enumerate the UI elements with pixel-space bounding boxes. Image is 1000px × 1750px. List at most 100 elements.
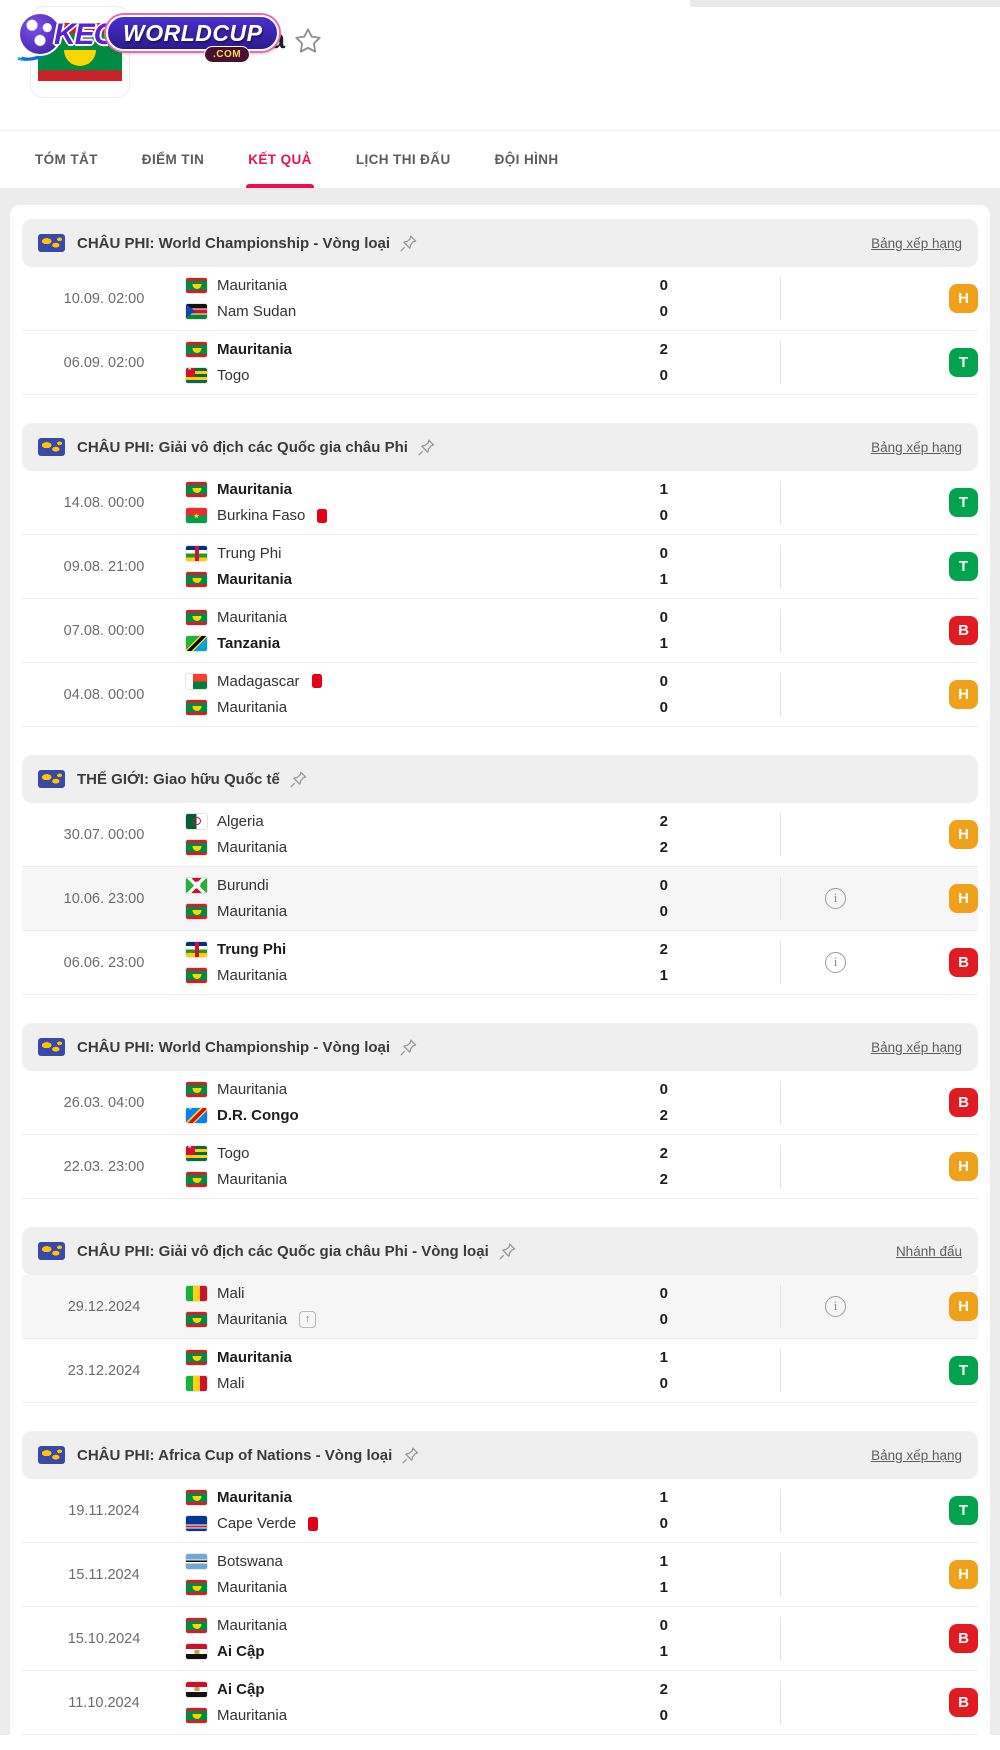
tab-điểm-tin[interactable]: ĐIỂM TIN xyxy=(141,152,205,167)
result-badge[interactable]: H xyxy=(949,680,978,709)
league-title[interactable]: CHÂU PHI: Giải vô địch các Quốc gia châu… xyxy=(77,1242,489,1260)
match-row[interactable]: 23.12.2024 Mauritania Mali 1 0 T xyxy=(22,1339,978,1403)
away-team-name: Mauritania xyxy=(217,1579,288,1597)
result-badge[interactable]: T xyxy=(949,348,978,377)
match-row[interactable]: 11.10.2024 Ai Cập Mauritania 2 0 B xyxy=(22,1671,978,1735)
match-row[interactable]: 30.07. 00:00 Algeria Mauritania 2 2 H xyxy=(22,803,978,867)
match-date: 04.08. 00:00 xyxy=(63,686,145,703)
away-team-name: Mali xyxy=(217,1375,245,1393)
home-score: 0 xyxy=(659,276,668,294)
standings-link[interactable]: Bảng xếp hạng xyxy=(871,235,962,251)
standings-link[interactable]: Bảng xếp hạng xyxy=(871,1447,962,1463)
tab-lịch-thi-đấu[interactable]: LỊCH THI ĐẤU xyxy=(355,152,451,167)
home-team: Togo xyxy=(186,1145,586,1162)
home-team-flag-icon xyxy=(186,1081,207,1097)
match-row[interactable]: 07.08. 00:00 Mauritania Tanzania 0 1 B xyxy=(22,599,978,663)
result-badge[interactable]: T xyxy=(949,488,978,517)
pushpin-icon[interactable] xyxy=(498,1242,517,1261)
info-circle-icon[interactable] xyxy=(825,1296,846,1317)
result-badge[interactable]: T xyxy=(949,1496,978,1525)
away-score: 1 xyxy=(659,1643,668,1661)
result-badge[interactable]: H xyxy=(949,1292,978,1321)
match-scores: 0 0 xyxy=(586,663,668,726)
result-badge[interactable]: H xyxy=(949,820,978,849)
standings-link[interactable]: Bảng xếp hạng xyxy=(871,439,962,455)
away-team: Mauritania xyxy=(186,571,586,588)
result-badge[interactable]: B xyxy=(949,1624,978,1653)
match-scores: 2 2 xyxy=(586,803,668,866)
league-header[interactable]: CHÂU PHI: World Championship - Vòng loại… xyxy=(22,1023,978,1071)
standings-link[interactable]: Bảng xếp hạng xyxy=(871,1039,962,1055)
result-badge[interactable]: H xyxy=(949,284,978,313)
match-teams: Mauritania Burkina Faso xyxy=(186,471,586,534)
home-team: Mauritania xyxy=(186,1489,586,1506)
away-score: 0 xyxy=(659,303,668,321)
tab-tóm-tắt[interactable]: TÓM TẮT xyxy=(35,152,98,167)
result-badge[interactable]: H xyxy=(949,1152,978,1181)
pushpin-icon[interactable] xyxy=(289,770,308,789)
result-badge[interactable]: H xyxy=(949,1560,978,1589)
match-row[interactable]: 29.12.2024 Mali Mauritania 0 0 H xyxy=(22,1275,978,1339)
pushpin-icon[interactable] xyxy=(399,1038,418,1057)
match-row[interactable]: 15.11.2024 Botswana Mauritania 1 1 H xyxy=(22,1543,978,1607)
home-team: Mauritania xyxy=(186,1617,586,1634)
match-row[interactable]: 09.08. 21:00 Trung Phi Mauritania 0 1 T xyxy=(22,535,978,599)
team-header: Mauritania KEO WORLDCUP .COM xyxy=(0,0,1000,130)
league-title[interactable]: CHÂU PHI: World Championship - Vòng loại xyxy=(77,234,391,252)
result-badge[interactable]: T xyxy=(949,1356,978,1385)
standings-link[interactable]: Nhánh đấu xyxy=(895,1243,962,1259)
match-row[interactable]: 06.09. 02:00 Mauritania Togo 2 0 T xyxy=(22,331,978,395)
result-badge[interactable]: H xyxy=(949,884,978,913)
tab-kết-quả[interactable]: KẾT QUẢ xyxy=(246,131,314,188)
away-team: Burkina Faso xyxy=(186,507,586,524)
sections: CHÂU PHI: World Championship - Vòng loại… xyxy=(22,219,978,1735)
match-scores: 2 1 xyxy=(586,931,668,994)
pushpin-icon[interactable] xyxy=(401,1446,420,1465)
league-header[interactable]: CHÂU PHI: Giải vô địch các Quốc gia châu… xyxy=(22,423,978,471)
match-row[interactable]: 14.08. 00:00 Mauritania Burkina Faso 1 0… xyxy=(22,471,978,535)
match-list: 14.08. 00:00 Mauritania Burkina Faso 1 0… xyxy=(22,471,978,727)
match-row[interactable]: 26.03. 04:00 Mauritania D.R. Congo 0 2 B xyxy=(22,1071,978,1135)
league-title[interactable]: CHÂU PHI: Africa Cup of Nations - Vòng l… xyxy=(77,1446,393,1464)
match-row[interactable]: 10.06. 23:00 Burundi Mauritania 0 0 H xyxy=(22,867,978,931)
league-section: CHÂU PHI: Giải vô địch các Quốc gia châu… xyxy=(22,1227,978,1403)
pushpin-icon[interactable] xyxy=(417,438,436,457)
match-row[interactable]: 22.03. 23:00 Togo Mauritania 2 2 H xyxy=(22,1135,978,1199)
away-score: 2 xyxy=(659,839,668,857)
result-badge[interactable]: B xyxy=(949,616,978,645)
league-section: CHÂU PHI: Giải vô địch các Quốc gia châu… xyxy=(22,423,978,727)
match-row[interactable]: 06.06. 23:00 Trung Phi Mauritania 2 1 B xyxy=(22,931,978,995)
league-header[interactable]: CHÂU PHI: World Championship - Vòng loại… xyxy=(22,219,978,267)
favorite-star-icon[interactable] xyxy=(293,26,323,56)
match-teams: Mauritania Cape Verde xyxy=(186,1479,586,1542)
away-team-name: Nam Sudan xyxy=(217,303,297,321)
region-world-map-icon xyxy=(38,1038,65,1056)
home-team: Mauritania xyxy=(186,1349,586,1366)
league-title[interactable]: CHÂU PHI: World Championship - Vòng loại xyxy=(77,1038,391,1056)
league-header[interactable]: THẾ GIỚI: Giao hữu Quốc tế xyxy=(22,755,978,803)
league-header[interactable]: CHÂU PHI: Africa Cup of Nations - Vòng l… xyxy=(22,1431,978,1479)
league-title[interactable]: CHÂU PHI: Giải vô địch các Quốc gia châu… xyxy=(77,438,408,456)
info-circle-icon[interactable] xyxy=(825,888,846,909)
match-scores: 1 0 xyxy=(586,471,668,534)
match-date: 30.07. 00:00 xyxy=(63,826,145,843)
match-date: 06.06. 23:00 xyxy=(63,954,145,971)
match-row[interactable]: 19.11.2024 Mauritania Cape Verde 1 0 T xyxy=(22,1479,978,1543)
home-team-name: Algeria xyxy=(217,812,264,830)
match-teams: Trung Phi Mauritania xyxy=(186,931,586,994)
info-circle-icon[interactable] xyxy=(825,952,846,973)
result-badge[interactable]: B xyxy=(949,948,978,977)
result-badge[interactable]: T xyxy=(949,552,978,581)
result-badge[interactable]: B xyxy=(949,1688,978,1717)
league-header[interactable]: CHÂU PHI: Giải vô địch các Quốc gia châu… xyxy=(22,1227,978,1275)
match-row[interactable]: 10.09. 02:00 Mauritania Nam Sudan 0 0 H xyxy=(22,267,978,331)
match-row[interactable]: 04.08. 00:00 Madagascar Mauritania 0 0 H xyxy=(22,663,978,727)
pushpin-icon[interactable] xyxy=(399,234,418,253)
match-row[interactable]: 15.10.2024 Mauritania Ai Cập 0 1 B xyxy=(22,1607,978,1671)
home-team-flag-icon xyxy=(186,545,207,561)
match-aux: B xyxy=(668,1607,978,1670)
league-title[interactable]: THẾ GIỚI: Giao hữu Quốc tế xyxy=(77,770,280,788)
result-badge[interactable]: B xyxy=(949,1088,978,1117)
tab-đội-hình[interactable]: ĐỘI HÌNH xyxy=(494,152,559,167)
match-aux: B xyxy=(668,1671,978,1734)
